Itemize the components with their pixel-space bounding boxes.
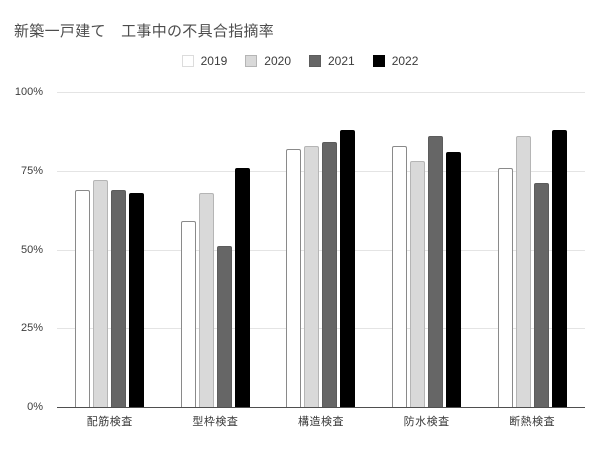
- plot-area: [57, 92, 585, 408]
- y-tick-label: 0%: [27, 401, 43, 413]
- bar-構造検査-2019: [286, 148, 302, 407]
- legend-label: 2022: [391, 54, 419, 68]
- gridline: [57, 328, 585, 330]
- legend-item-2020: 2020: [245, 54, 291, 68]
- legend-swatch-2019: [181, 55, 194, 67]
- y-tick-label: 50%: [20, 243, 43, 256]
- x-axis-label-防水検査: 防水検査: [403, 416, 450, 428]
- bar-group-防水検査: [374, 92, 480, 407]
- bar-型枠検査-2020: [198, 192, 214, 407]
- bar-配筋検査-2021: [111, 189, 127, 407]
- y-tick-label: 100%: [14, 86, 43, 98]
- bar-group-配筋検査: [57, 92, 163, 407]
- bar-断熱検査-2020: [515, 136, 531, 407]
- bar-group-構造検査: [268, 92, 374, 407]
- legend-swatch-2020: [245, 55, 258, 67]
- bar-group-型枠検査: [163, 92, 269, 407]
- bar-構造検査-2021: [322, 142, 338, 407]
- bar-型枠検査-2022: [234, 167, 250, 407]
- legend-swatch-2021: [309, 55, 321, 67]
- y-tick-label: 75%: [20, 164, 43, 177]
- legend-label: 2020: [264, 54, 291, 68]
- bar-型枠検査-2019: [180, 221, 196, 407]
- bar-防水検査-2020: [410, 161, 426, 407]
- legend-item-2019: 2019: [181, 54, 228, 68]
- chart-title: 新築一戸建て 工事中の不具合指摘率: [14, 23, 275, 40]
- bar-防水検査-2022: [446, 151, 462, 407]
- y-tick-label: 25%: [20, 322, 43, 335]
- y-axis: 100% 75% 50% 25% 0%: [0, 86, 50, 413]
- x-axis-labels: 配筋検査 型枠検査 構造検査 防水検査 断熱検査: [57, 413, 585, 429]
- x-axis-label-構造検査: 構造検査: [297, 416, 344, 428]
- bar-防水検査-2019: [392, 145, 408, 407]
- x-axis-line: [57, 407, 585, 408]
- gridline: [57, 92, 585, 93]
- chart-legend: 2019 2020 2021 2022: [0, 54, 600, 68]
- legend-item-2022: 2022: [372, 54, 419, 68]
- gridline: [57, 170, 585, 172]
- legend-label: 2021: [328, 54, 355, 68]
- x-axis-label-断熱検査: 断熱検査: [509, 416, 556, 428]
- bar-断熱検査-2019: [497, 167, 513, 407]
- x-axis-label-型枠検査: 型枠検査: [192, 416, 239, 428]
- bar-group-断熱検査: [479, 92, 585, 407]
- legend-item-2021: 2021: [309, 54, 355, 68]
- bar-型枠検査-2021: [216, 246, 232, 407]
- legend-swatch-2022: [372, 55, 385, 67]
- bar-配筋検査-2020: [93, 180, 109, 407]
- bar-断熱検査-2022: [551, 129, 567, 407]
- bar-断熱検査-2021: [533, 183, 549, 407]
- bar-配筋検査-2022: [129, 192, 145, 407]
- gridline: [57, 249, 585, 251]
- x-axis-label-配筋検査: 配筋検査: [86, 416, 133, 428]
- bar-配筋検査-2019: [75, 189, 91, 407]
- bar-構造検査-2020: [304, 145, 320, 407]
- legend-label: 2019: [200, 54, 228, 68]
- bar-groups: [57, 92, 585, 407]
- bar-防水検査-2021: [428, 136, 444, 407]
- bar-構造検査-2022: [340, 129, 356, 407]
